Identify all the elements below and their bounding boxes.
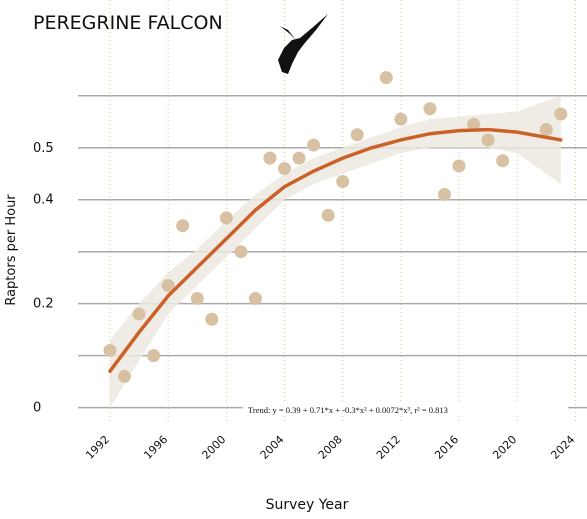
data-point [322, 209, 335, 222]
chart: PEREGRINE FALCON Raptors per Hour Survey… [0, 0, 587, 515]
data-point [278, 162, 291, 175]
data-point [336, 175, 349, 188]
y-tick-label: 0 [33, 401, 41, 416]
data-point [351, 128, 364, 141]
x-tick-label: 2020 [490, 433, 519, 462]
x-tick-label: 2004 [258, 433, 287, 462]
data-point [191, 292, 204, 305]
x-tick-label: 1996 [141, 433, 170, 462]
data-point [394, 113, 407, 126]
data-point [293, 152, 306, 165]
x-tick-label: 2016 [432, 433, 461, 462]
data-point [220, 211, 233, 224]
data-point [496, 154, 509, 167]
data-point [453, 159, 466, 172]
trend-annotation: Trend: y = 0.39 + 0.71*x + -0.3*x² + 0.0… [248, 405, 448, 415]
x-axis-label: Survey Year [266, 497, 349, 513]
data-point [380, 71, 393, 84]
data-point [147, 349, 160, 362]
data-point [176, 219, 189, 232]
x-tick-label: 1992 [83, 433, 112, 462]
data-point [423, 102, 436, 115]
data-point [482, 133, 495, 146]
data-point [540, 123, 553, 136]
y-tick-label: 0.5 [33, 141, 54, 156]
falcon-icon [278, 14, 328, 74]
data-point [234, 245, 247, 258]
data-point [133, 308, 146, 321]
x-tick-label: 2008 [316, 433, 345, 462]
data-point [249, 292, 262, 305]
data-point [307, 139, 320, 152]
y-tick-label: 0.2 [33, 297, 54, 312]
data-point [103, 344, 116, 357]
y-axis-label: Raptors per Hour [4, 194, 19, 306]
x-tick-label: 2024 [548, 433, 577, 462]
data-point [263, 152, 276, 165]
data-point [118, 370, 131, 383]
data-point [205, 313, 218, 326]
x-tick-label: 2012 [374, 433, 403, 462]
y-tick-label: 0.4 [33, 193, 54, 208]
x-tick-label: 2000 [199, 433, 228, 462]
data-point [438, 188, 451, 201]
chart-title: PEREGRINE FALCON [33, 12, 223, 34]
data-point [554, 107, 567, 120]
